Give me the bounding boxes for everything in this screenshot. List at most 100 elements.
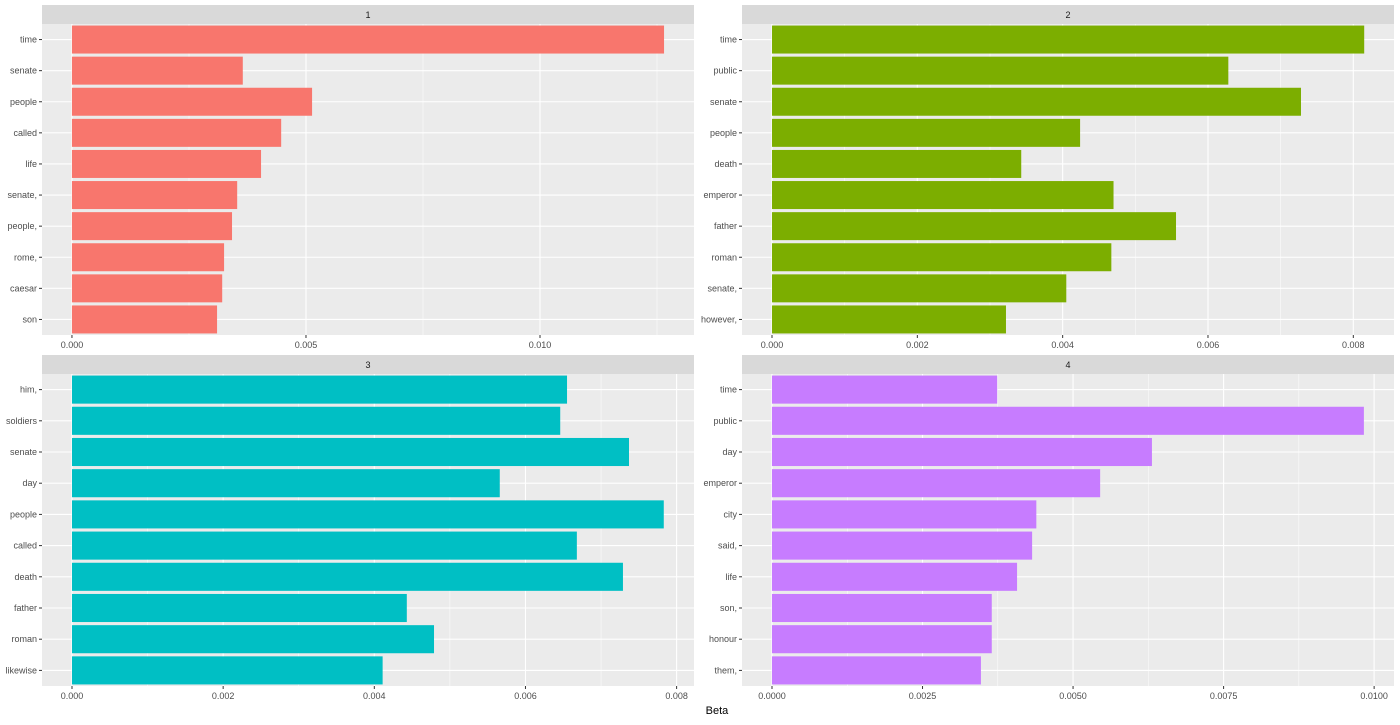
y-tick-label: father — [14, 603, 37, 613]
bar-likewise — [72, 656, 383, 685]
facet-strip-label: 3 — [365, 360, 370, 370]
x-tick-label: 0.006 — [514, 691, 537, 701]
bar-people — [772, 118, 1081, 147]
y-tick-label: emperor — [703, 478, 737, 488]
bar-life — [771, 562, 1018, 591]
bar-time — [771, 375, 998, 404]
y-tick-label: roman — [711, 252, 737, 262]
bar-called — [72, 531, 577, 560]
x-tick-label: 0.000 — [761, 340, 784, 350]
x-tick-label: 0.0000 — [758, 691, 786, 701]
y-tick-label: senate, — [707, 283, 737, 293]
bar-people — [71, 212, 233, 241]
bar-public — [772, 56, 1229, 85]
y-tick-label: senate — [10, 66, 37, 76]
y-tick-label: roman — [11, 634, 37, 644]
y-tick-label: time — [20, 35, 37, 45]
bar-honour — [771, 625, 992, 654]
facet-strip — [742, 355, 1394, 374]
bar-rome — [71, 243, 225, 272]
facet-strip — [42, 355, 694, 374]
y-tick-label: life — [25, 159, 37, 169]
bar-father — [772, 212, 1177, 241]
bar-son — [71, 305, 218, 334]
bar-roman — [772, 243, 1112, 272]
x-tick-label: 0.006 — [1197, 340, 1220, 350]
y-tick-label: public — [713, 66, 737, 76]
y-tick-label: soldiers — [6, 416, 38, 426]
bar-senate — [71, 181, 238, 210]
bar-called — [71, 118, 282, 147]
bar-day — [72, 469, 500, 498]
y-tick-label: city — [724, 509, 738, 519]
bar-said — [771, 531, 1033, 560]
bar-them — [771, 656, 981, 685]
y-tick-label: caesar — [10, 283, 37, 293]
x-tick-label: 0.0050 — [1059, 691, 1087, 701]
y-tick-label: public — [713, 416, 737, 426]
y-tick-label: emperor — [703, 190, 737, 200]
x-tick-label: 0.000 — [61, 340, 84, 350]
y-tick-label: them, — [714, 665, 737, 675]
y-tick-label: honour — [709, 634, 737, 644]
y-tick-label: rome, — [14, 252, 37, 262]
y-tick-label: father — [714, 221, 737, 231]
bar-however — [772, 305, 1006, 334]
x-tick-label: 0.008 — [1342, 340, 1365, 350]
x-axis-label: Beta — [706, 705, 730, 717]
y-tick-label: son — [22, 314, 37, 324]
y-tick-label: senate — [10, 447, 37, 457]
bar-roman — [72, 625, 435, 654]
bar-day — [771, 437, 1152, 467]
bar-city — [771, 500, 1037, 529]
facet-strip — [742, 5, 1394, 24]
y-tick-label: time — [720, 385, 737, 395]
facet-strip-label: 2 — [1065, 10, 1070, 20]
bar-time — [772, 25, 1365, 54]
facet-panel-3: 3 him, soldiers senate day people called death f… — [5, 355, 694, 701]
facet-strip — [42, 5, 694, 24]
x-tick-label: 0.000 — [61, 691, 84, 701]
y-tick-label: senate, — [7, 190, 37, 200]
bar-senate — [772, 87, 1301, 116]
y-tick-label: people — [710, 128, 737, 138]
y-tick-label: likewise — [5, 665, 37, 675]
y-tick-label: death — [14, 572, 37, 582]
x-tick-label: 0.004 — [363, 691, 386, 701]
bar-people — [72, 500, 664, 529]
x-tick-label: 0.010 — [529, 340, 552, 350]
bar-time — [71, 25, 665, 54]
bar-senate — [772, 274, 1067, 303]
bar-him — [72, 375, 568, 404]
facet-panel-4: 4 time public day emperor city said, life son, ho… — [703, 355, 1394, 701]
facet-strip-label: 4 — [1065, 360, 1070, 370]
y-tick-label: people — [10, 509, 37, 519]
x-tick-label: 0.002 — [212, 691, 235, 701]
bar-son — [771, 593, 992, 623]
bar-caesar — [71, 274, 223, 303]
y-tick-label: day — [722, 447, 737, 457]
y-tick-label: senate — [710, 97, 737, 107]
y-tick-label: called — [13, 541, 37, 551]
x-tick-label: 0.005 — [295, 340, 318, 350]
bar-life — [71, 149, 262, 178]
x-tick-label: 0.008 — [665, 691, 688, 701]
x-tick-label: 0.0075 — [1210, 691, 1238, 701]
bar-senate — [72, 437, 630, 467]
x-tick-label: 0.0100 — [1360, 691, 1388, 701]
bar-people — [71, 87, 313, 116]
bar-death — [72, 562, 623, 591]
y-tick-label: son, — [720, 603, 737, 613]
bar-soldiers — [72, 406, 561, 435]
bar-emperor — [772, 181, 1114, 210]
bar-emperor — [771, 469, 1101, 498]
y-tick-label: people — [10, 97, 37, 107]
y-tick-label: death — [714, 159, 737, 169]
x-tick-label: 0.004 — [1051, 340, 1074, 350]
y-tick-label: people, — [7, 221, 37, 231]
y-tick-label: time — [720, 35, 737, 45]
bar-death — [772, 149, 1022, 178]
facet-panel-2: 2 time public senate people death emperor fathe… — [701, 5, 1394, 350]
bar-father — [72, 593, 407, 623]
